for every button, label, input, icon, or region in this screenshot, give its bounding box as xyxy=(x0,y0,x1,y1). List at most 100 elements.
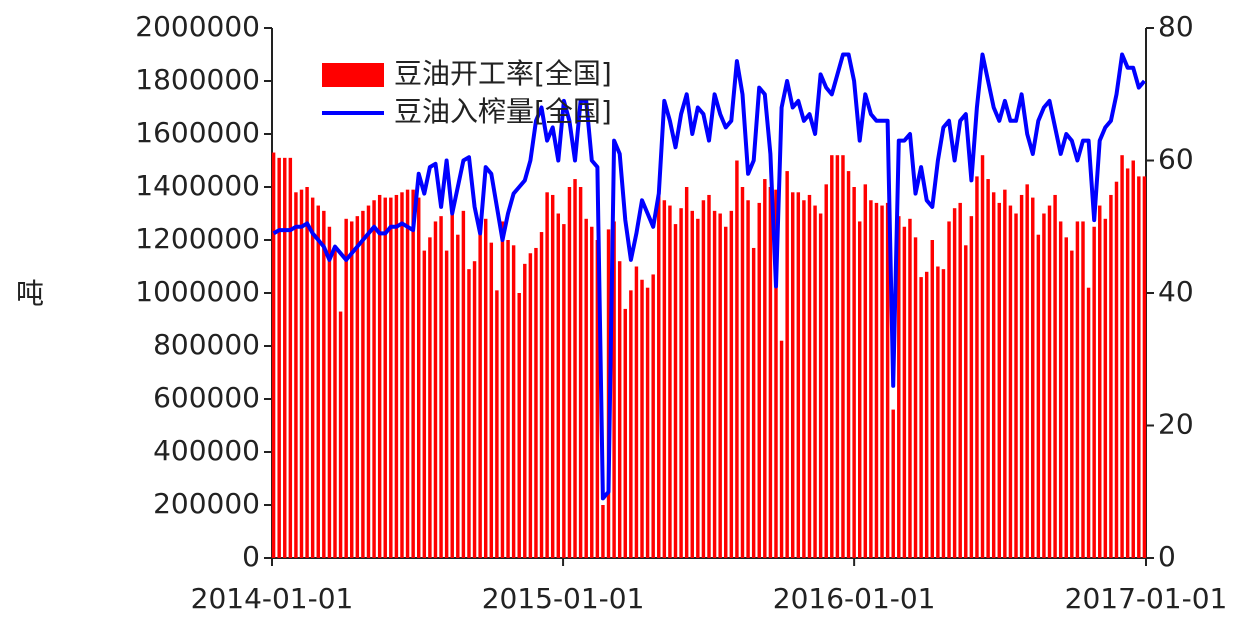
bar xyxy=(668,205,672,559)
bar xyxy=(880,205,884,559)
line xyxy=(272,52,1146,501)
bar xyxy=(562,224,566,558)
bar xyxy=(897,216,901,558)
bar xyxy=(640,279,644,558)
bar xyxy=(1042,213,1046,558)
bar xyxy=(785,171,789,558)
bar xyxy=(964,245,968,559)
bar xyxy=(467,269,471,558)
bar xyxy=(1120,155,1124,558)
y-tick-label: 1400000 xyxy=(135,169,260,202)
bar xyxy=(539,232,544,559)
bar xyxy=(383,197,387,558)
bar xyxy=(478,224,482,558)
x-tick-label: 2017-01-01 xyxy=(1065,582,1228,615)
bar xyxy=(366,205,371,559)
y-tick-label: 1600000 xyxy=(135,116,260,149)
bar xyxy=(913,237,918,558)
bar xyxy=(807,194,812,558)
bar xyxy=(768,187,773,558)
bar xyxy=(456,234,460,558)
x-tick-label: 2015-01-01 xyxy=(482,582,645,615)
bar xyxy=(958,202,962,558)
bar xyxy=(924,271,929,558)
bar xyxy=(1086,287,1091,558)
bar xyxy=(422,250,427,558)
bar xyxy=(735,160,739,558)
bar xyxy=(724,226,728,558)
bar xyxy=(584,218,588,559)
bar xyxy=(835,155,840,558)
bar xyxy=(1114,181,1119,558)
y-tick-label: 200000 xyxy=(153,487,260,520)
bar xyxy=(1053,194,1057,558)
bar xyxy=(590,226,594,558)
bar xyxy=(936,266,940,558)
y2-tick-label: 0 xyxy=(1158,540,1176,573)
bar xyxy=(534,247,538,558)
bar xyxy=(991,192,996,559)
y-axis-label: 吨 xyxy=(16,277,44,310)
bar xyxy=(344,218,348,559)
bar xyxy=(662,200,667,558)
y-tick-label: 0 xyxy=(242,540,260,573)
bar xyxy=(969,216,974,558)
bar xyxy=(545,192,549,559)
bar xyxy=(746,200,750,558)
bar xyxy=(885,202,890,558)
bar xyxy=(361,210,365,558)
bar xyxy=(690,210,694,558)
y2-tick-label: 80 xyxy=(1158,10,1194,43)
bar xyxy=(1058,221,1063,558)
y-tick-label: 2000000 xyxy=(135,10,260,43)
bar xyxy=(941,269,946,558)
bar xyxy=(1064,237,1068,558)
bar xyxy=(1098,205,1102,559)
bar xyxy=(394,194,399,558)
bar xyxy=(757,202,761,558)
bar xyxy=(450,213,454,558)
bar xyxy=(952,208,957,558)
bar xyxy=(841,155,845,558)
bar xyxy=(1014,213,1018,558)
y2-tick-label: 40 xyxy=(1158,275,1194,308)
y-tick-label: 1800000 xyxy=(135,63,260,96)
bar xyxy=(712,210,717,558)
bar xyxy=(1125,168,1130,558)
bar xyxy=(718,213,722,558)
bar xyxy=(1137,176,1141,558)
bar xyxy=(372,200,376,558)
bar xyxy=(623,308,627,558)
bar xyxy=(389,197,393,558)
bar xyxy=(567,187,572,558)
bar xyxy=(472,261,477,558)
bar xyxy=(975,176,979,558)
bar xyxy=(495,290,499,558)
bar xyxy=(489,242,494,558)
bar xyxy=(645,287,650,558)
bar xyxy=(461,210,466,558)
bar xyxy=(617,261,622,558)
bar xyxy=(1081,221,1085,558)
bar xyxy=(271,152,276,559)
bar xyxy=(506,240,510,558)
y-tick-label: 1200000 xyxy=(135,222,260,255)
bar xyxy=(1031,197,1035,558)
bar xyxy=(550,194,555,558)
bar xyxy=(763,179,767,559)
bar xyxy=(997,202,1001,558)
bar xyxy=(294,192,298,559)
bar xyxy=(483,218,488,559)
bar xyxy=(444,250,449,558)
y-tick-label: 600000 xyxy=(153,381,260,414)
y2-tick-label: 20 xyxy=(1158,408,1194,441)
bar xyxy=(1103,218,1108,559)
bar xyxy=(824,184,828,558)
bar xyxy=(1008,205,1013,559)
bar xyxy=(500,221,505,558)
bar xyxy=(528,253,533,558)
bar xyxy=(651,274,655,558)
legend-label: 豆油入榨量[全国] xyxy=(394,95,612,128)
bar xyxy=(902,226,907,558)
